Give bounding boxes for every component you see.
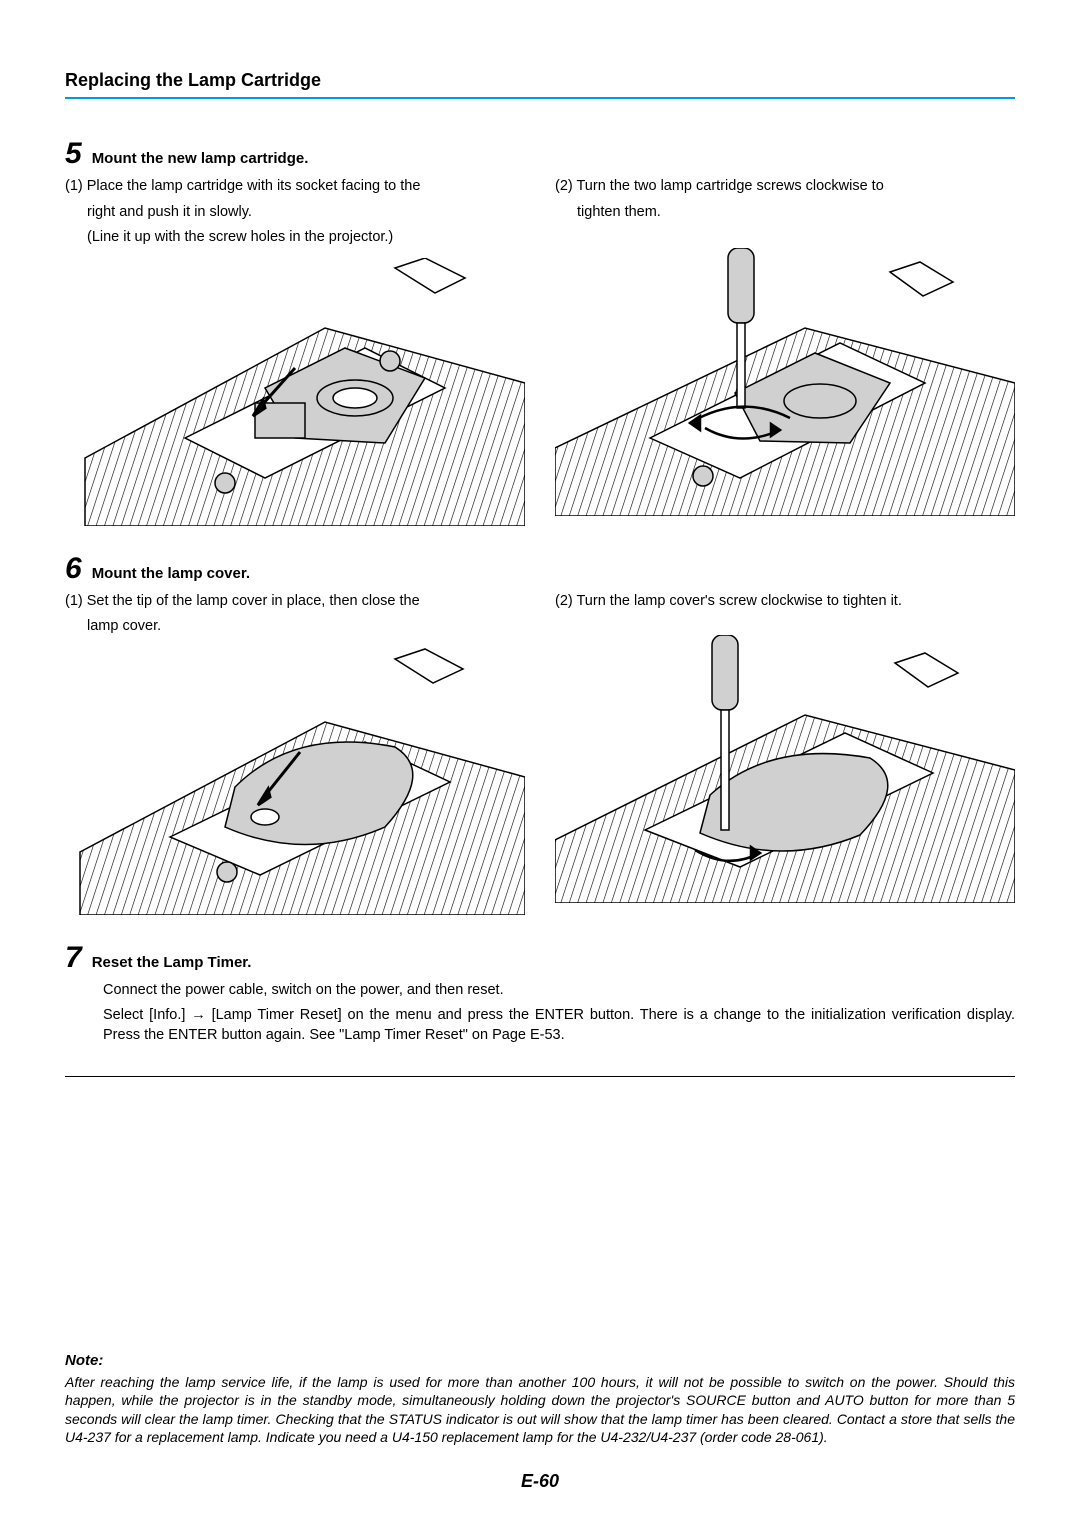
- step-7: 7 Reset the Lamp Timer. Connect the powe…: [65, 943, 1015, 1046]
- step5-right-text1: (2) Turn the two lamp cartridge screws c…: [555, 177, 1015, 197]
- step-title: Mount the new lamp cartridge.: [92, 150, 309, 167]
- step5-right-col: (2) Turn the two lamp cartridge screws c…: [555, 177, 1015, 526]
- step7-line1: Connect the power cable, switch on the p…: [65, 981, 1015, 1001]
- header-rule: [65, 97, 1015, 99]
- step-number: 6: [65, 554, 82, 584]
- diagram-step6-right: [555, 635, 1015, 903]
- diagram-step6-left: [65, 647, 525, 915]
- step6-left-col: (1) Set the tip of the lamp cover in pla…: [65, 592, 525, 915]
- step6-left-text1: (1) Set the tip of the lamp cover in pla…: [65, 592, 525, 612]
- page-number: E-60: [0, 1471, 1080, 1492]
- step-title: Mount the lamp cover.: [92, 565, 250, 582]
- step-6: 6 Mount the lamp cover. (1) Set the tip …: [65, 554, 1015, 915]
- step5-left-text1: (1) Place the lamp cartridge with its so…: [65, 177, 525, 197]
- step6-right-text1: (2) Turn the lamp cover's screw clockwis…: [555, 592, 1015, 612]
- step5-left-text2: right and push it in slowly.: [65, 203, 525, 223]
- diagram-step5-right: [555, 248, 1015, 516]
- step5-right-text2: tighten them.: [555, 203, 1015, 223]
- step-number: 7: [65, 943, 82, 973]
- step6-right-col: (2) Turn the lamp cover's screw clockwis…: [555, 592, 1015, 915]
- diagram-step5-left: [65, 258, 525, 526]
- note-body: After reaching the lamp service life, if…: [65, 1373, 1015, 1446]
- note-box: Note: After reaching the lamp service li…: [65, 1352, 1015, 1446]
- step5-left-text3: (Line it up with the screw holes in the …: [65, 228, 525, 248]
- section-rule: [65, 1076, 1015, 1077]
- step6-left-text2: lamp cover.: [65, 617, 525, 637]
- step7-line2: Select [Info.] → [Lamp Timer Reset] on t…: [65, 1006, 1015, 1045]
- step5-left-col: (1) Place the lamp cartridge with its so…: [65, 177, 525, 526]
- note-title: Note:: [65, 1352, 1015, 1369]
- step-number: 5: [65, 139, 82, 169]
- page-section-title: Replacing the Lamp Cartridge: [65, 70, 1015, 91]
- step-5: 5 Mount the new lamp cartridge. (1) Plac…: [65, 139, 1015, 526]
- step-title: Reset the Lamp Timer.: [92, 954, 252, 971]
